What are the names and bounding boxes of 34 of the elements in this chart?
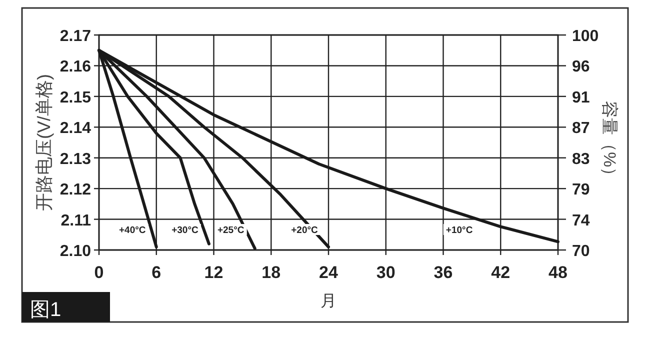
x-tick-label: 48: [548, 263, 568, 282]
y2-tick-label: 96: [572, 58, 590, 76]
annotation: +10°C: [446, 225, 473, 236]
x-tick-label: 6: [152, 263, 162, 282]
y-tick-label: 2.11: [60, 212, 92, 230]
y-tick-label: 2.14: [60, 120, 92, 138]
y2-tick-label: 79: [572, 182, 590, 199]
y-tick-label: 2.15: [60, 89, 92, 106]
annotation: +20°C: [291, 225, 318, 236]
y-tick-label: 2.16: [60, 58, 92, 76]
x-tick-label: 12: [204, 263, 224, 282]
y-tick-label: 2.10: [60, 243, 92, 260]
x-tick-label: 18: [262, 263, 281, 282]
x-tick-label: 36: [434, 263, 453, 282]
x-axis-title: 月: [320, 293, 336, 310]
y2-tick-label: 87: [572, 120, 590, 138]
y2-axis-title: 容量（%）: [600, 100, 619, 184]
y-tick-label: 2.17: [60, 28, 92, 45]
y-tick-label: 2.13: [60, 150, 92, 168]
x-tick-label: 0: [94, 263, 104, 282]
annotation: +40°C: [118, 225, 146, 236]
y2-tick-label: 74: [572, 212, 590, 230]
annotation: +30°C: [172, 225, 198, 236]
y2-tick-label: 83: [572, 150, 590, 168]
annotation: +25°C: [217, 225, 244, 236]
y-axis-title: 开路电压(V/单格): [34, 74, 54, 211]
x-tick-label: 42: [491, 263, 510, 282]
y-tick-label: 2.12: [60, 182, 92, 199]
x-tick-label: 30: [376, 263, 396, 282]
y2-tick-label: 70: [572, 243, 590, 260]
x-tick-label: 24: [319, 263, 338, 282]
y2-tick-label: 91: [572, 89, 590, 106]
y2-tick-label: 100: [572, 28, 599, 45]
caption: 图1: [30, 299, 62, 321]
